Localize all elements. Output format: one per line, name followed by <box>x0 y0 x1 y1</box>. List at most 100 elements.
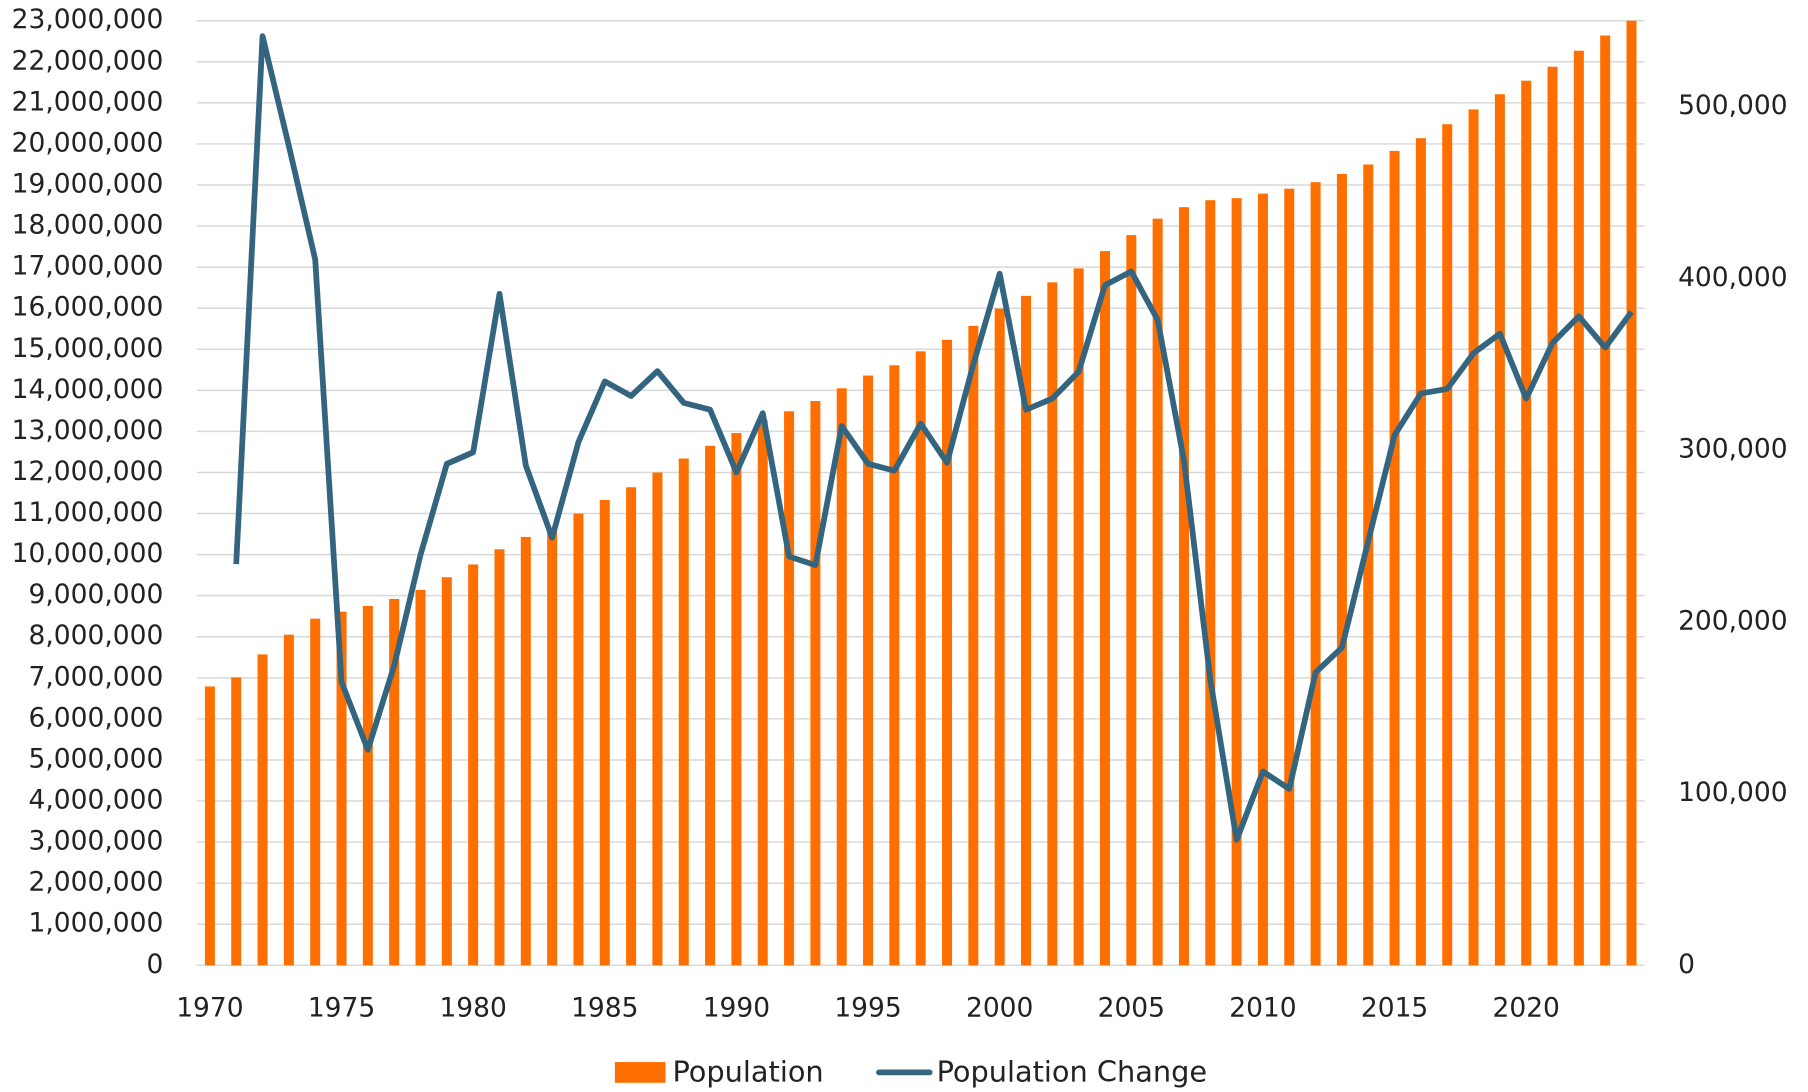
x-tick-label: 2005 <box>1098 993 1165 1024</box>
bar <box>1494 94 1505 966</box>
bar <box>1389 150 1400 966</box>
bar <box>915 351 926 966</box>
y-tick-label: 11,000,000 <box>12 497 164 528</box>
y-tick-label: 3,000,000 <box>29 826 164 857</box>
bar <box>310 618 321 966</box>
x-tick-label: 2010 <box>1229 993 1296 1024</box>
x-tick-label: 1985 <box>571 993 638 1024</box>
bar <box>1442 124 1453 966</box>
x-tick-label: 1990 <box>703 993 770 1024</box>
bar <box>415 589 426 966</box>
y2-tick-label: 100,000 <box>1678 777 1788 808</box>
bar <box>1257 193 1268 966</box>
bar <box>336 611 347 966</box>
y-tick-label: 9,000,000 <box>29 579 164 610</box>
bar <box>441 577 452 966</box>
y-tick-label: 17,000,000 <box>12 251 164 282</box>
x-tick-label: 2015 <box>1361 993 1428 1024</box>
bar <box>1363 164 1374 966</box>
y-tick-label: 18,000,000 <box>12 210 164 241</box>
bar <box>1021 295 1032 966</box>
y-tick-label: 2,000,000 <box>29 867 164 898</box>
legend-label: Population <box>672 1055 823 1089</box>
bar <box>1547 66 1558 966</box>
bar <box>757 420 768 966</box>
bar <box>1126 235 1137 966</box>
bar <box>1047 282 1058 966</box>
bar <box>1415 138 1426 966</box>
bar <box>1336 173 1347 966</box>
y-tick-label: 6,000,000 <box>29 702 164 733</box>
bar <box>1073 268 1084 966</box>
bar <box>599 499 610 966</box>
bar <box>810 401 821 966</box>
bar <box>1521 80 1532 966</box>
y2-tick-label: 400,000 <box>1678 262 1788 293</box>
y-tick-label: 13,000,000 <box>12 415 164 446</box>
bar <box>283 634 294 966</box>
y2-tick-label: 500,000 <box>1678 90 1788 121</box>
bar <box>362 605 373 966</box>
x-tick-label: 2020 <box>1493 993 1560 1024</box>
y-tick-label: 23,000,000 <box>12 4 164 35</box>
y2-tick-label: 300,000 <box>1678 434 1788 465</box>
bar <box>731 433 742 966</box>
legend-label: Population Change <box>937 1055 1208 1089</box>
bar <box>705 445 716 966</box>
bar <box>889 365 900 966</box>
bar <box>1600 35 1611 966</box>
x-tick-label: 1995 <box>834 993 901 1024</box>
x-tick-label: 2000 <box>966 993 1033 1024</box>
bar <box>494 549 505 966</box>
legend-swatch <box>614 1062 666 1083</box>
y-tick-label: 8,000,000 <box>29 620 164 651</box>
x-tick-label: 1980 <box>439 993 506 1024</box>
y2-tick-label: 200,000 <box>1678 605 1788 636</box>
y-tick-label: 12,000,000 <box>12 456 164 487</box>
y-tick-label: 15,000,000 <box>12 333 164 364</box>
y-tick-label: 4,000,000 <box>29 785 164 816</box>
bar <box>652 472 663 966</box>
y-tick-label: 14,000,000 <box>12 374 164 405</box>
y-tick-label: 19,000,000 <box>12 169 164 200</box>
y-tick-label: 0 <box>146 949 163 980</box>
bar <box>1573 50 1584 966</box>
bar <box>1178 207 1189 966</box>
bar <box>389 598 400 966</box>
bar <box>573 513 584 966</box>
bar <box>1284 188 1295 966</box>
y-tick-label: 22,000,000 <box>12 45 164 76</box>
bar <box>257 654 268 966</box>
y-tick-label: 5,000,000 <box>29 743 164 774</box>
bar <box>1231 198 1242 966</box>
y2-tick-label: 0 <box>1678 949 1695 980</box>
y-tick-label: 1,000,000 <box>29 908 164 939</box>
bar <box>1310 182 1321 966</box>
bar <box>468 564 479 966</box>
bar <box>1468 109 1479 966</box>
bar <box>204 686 215 966</box>
y-tick-label: 10,000,000 <box>12 538 164 569</box>
bar <box>1099 251 1110 966</box>
bar <box>520 536 531 966</box>
y-tick-label: 20,000,000 <box>12 127 164 158</box>
y-tick-label: 7,000,000 <box>29 661 164 692</box>
bar <box>1205 200 1216 966</box>
bar <box>863 375 874 966</box>
bar <box>994 308 1005 966</box>
bar <box>784 411 795 966</box>
x-tick-label: 1975 <box>308 993 375 1024</box>
bar <box>231 677 242 966</box>
bar <box>678 458 689 966</box>
x-tick-label: 1970 <box>176 993 243 1024</box>
bar <box>942 339 953 966</box>
bar <box>968 325 979 966</box>
bar <box>836 388 847 966</box>
line <box>233 33 1634 843</box>
bar <box>626 487 637 966</box>
bar <box>1152 218 1163 966</box>
y-tick-label: 21,000,000 <box>12 86 164 117</box>
bar <box>1626 20 1637 966</box>
y-tick-label: 16,000,000 <box>12 292 164 323</box>
